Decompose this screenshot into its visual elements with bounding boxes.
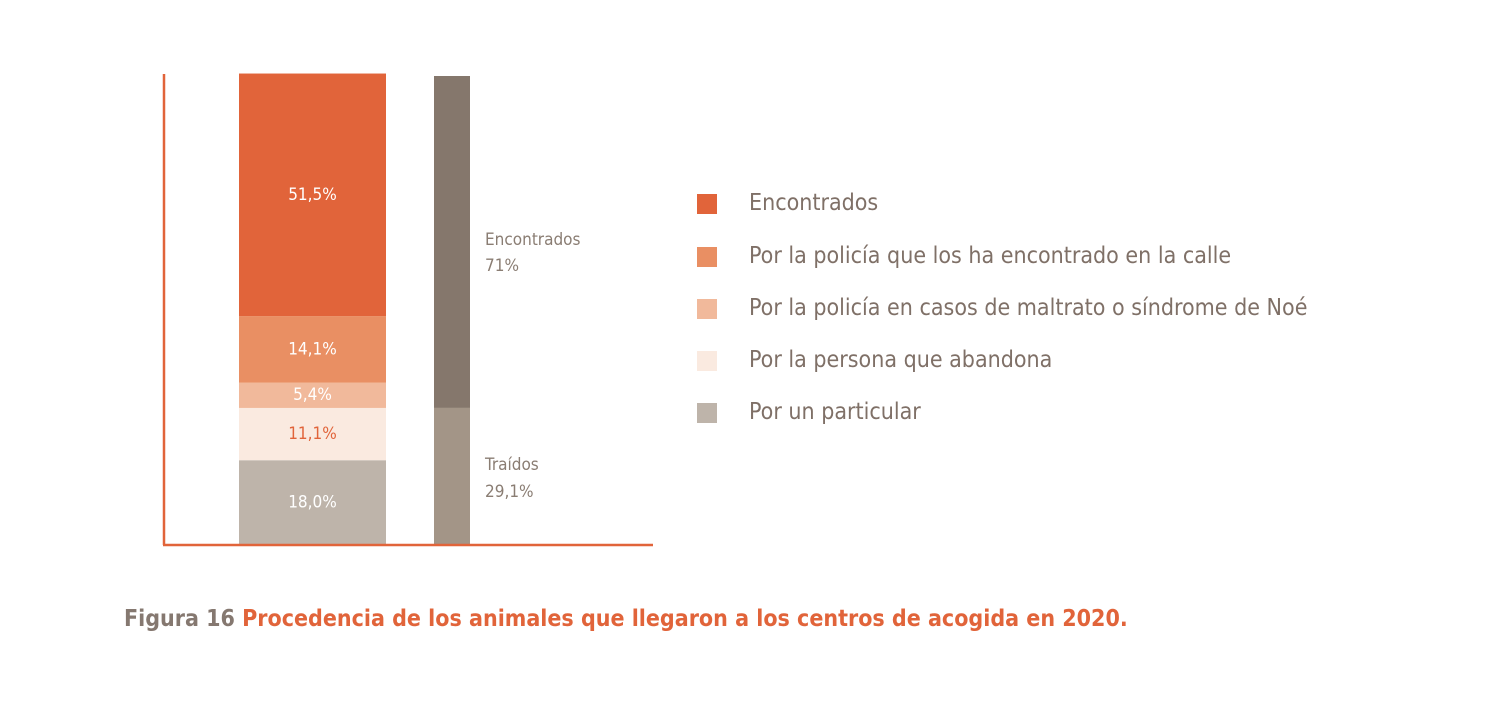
totals-bar xyxy=(434,76,470,545)
figure-title: Procedencia de los animales que llegaron… xyxy=(242,606,1128,632)
bar-segment-por-la-policia-que-los-ha-encontrado-en-la-calle xyxy=(239,316,386,383)
legend-swatch xyxy=(697,351,717,371)
legend-swatch xyxy=(697,403,717,423)
chart: 18,0% 11,1% 5,4% 14,1% 51,5% Encontrados 71% Tr… xyxy=(162,73,653,547)
legend-label: Por la persona que abandona xyxy=(749,347,1053,373)
data-label-por-la-policia-que-los-ha-encontrado-en-la-calle: 14,1% xyxy=(288,339,337,359)
stacked-bar xyxy=(239,73,386,545)
legend-label: Encontrados xyxy=(749,190,879,216)
legend-swatch xyxy=(697,247,717,267)
total-bar-encontrados xyxy=(434,76,470,408)
total-name-encontrados: Encontrados xyxy=(485,230,581,250)
legend-swatch xyxy=(697,299,717,319)
total-value-traidos: 29,1% xyxy=(485,482,534,502)
bar-segment-por-un-particular xyxy=(239,460,386,545)
data-label-por-un-particular: 18,0% xyxy=(288,493,337,513)
data-label-por-la-policia-en-casos-de-maltrato-o-sindrome-de-noe: 5,4% xyxy=(293,385,332,405)
data-label-por-la-persona-que-abandona: 11,1% xyxy=(288,424,337,444)
total-name-traidos: Traídos xyxy=(484,455,539,475)
legend-label: Por un particular xyxy=(749,399,921,425)
legend-label: Por la policía que los ha encontrado en … xyxy=(749,243,1232,269)
figure-caption: Figura 16 Procedencia de los animales qu… xyxy=(124,606,1128,632)
data-label-encontrados: 51,5% xyxy=(288,185,337,205)
legend-label: Por la policía en casos de maltrato o sí… xyxy=(749,295,1308,321)
legend-swatch xyxy=(697,194,717,214)
total-value-encontrados: 71% xyxy=(485,256,519,276)
bar-segment-por-la-policia-en-casos-de-maltrato-o-sindrome-de-noe xyxy=(239,382,386,408)
bar-labels: 18,0% 11,1% 5,4% 14,1% 51,5% Encontrados 71% Tr… xyxy=(288,185,580,513)
figure-number: Figura 16 xyxy=(124,606,235,632)
bar-segment-encontrados xyxy=(239,73,386,317)
total-bar-traidos xyxy=(434,407,470,545)
bar-segment-por-la-persona-que-abandona xyxy=(239,407,386,461)
